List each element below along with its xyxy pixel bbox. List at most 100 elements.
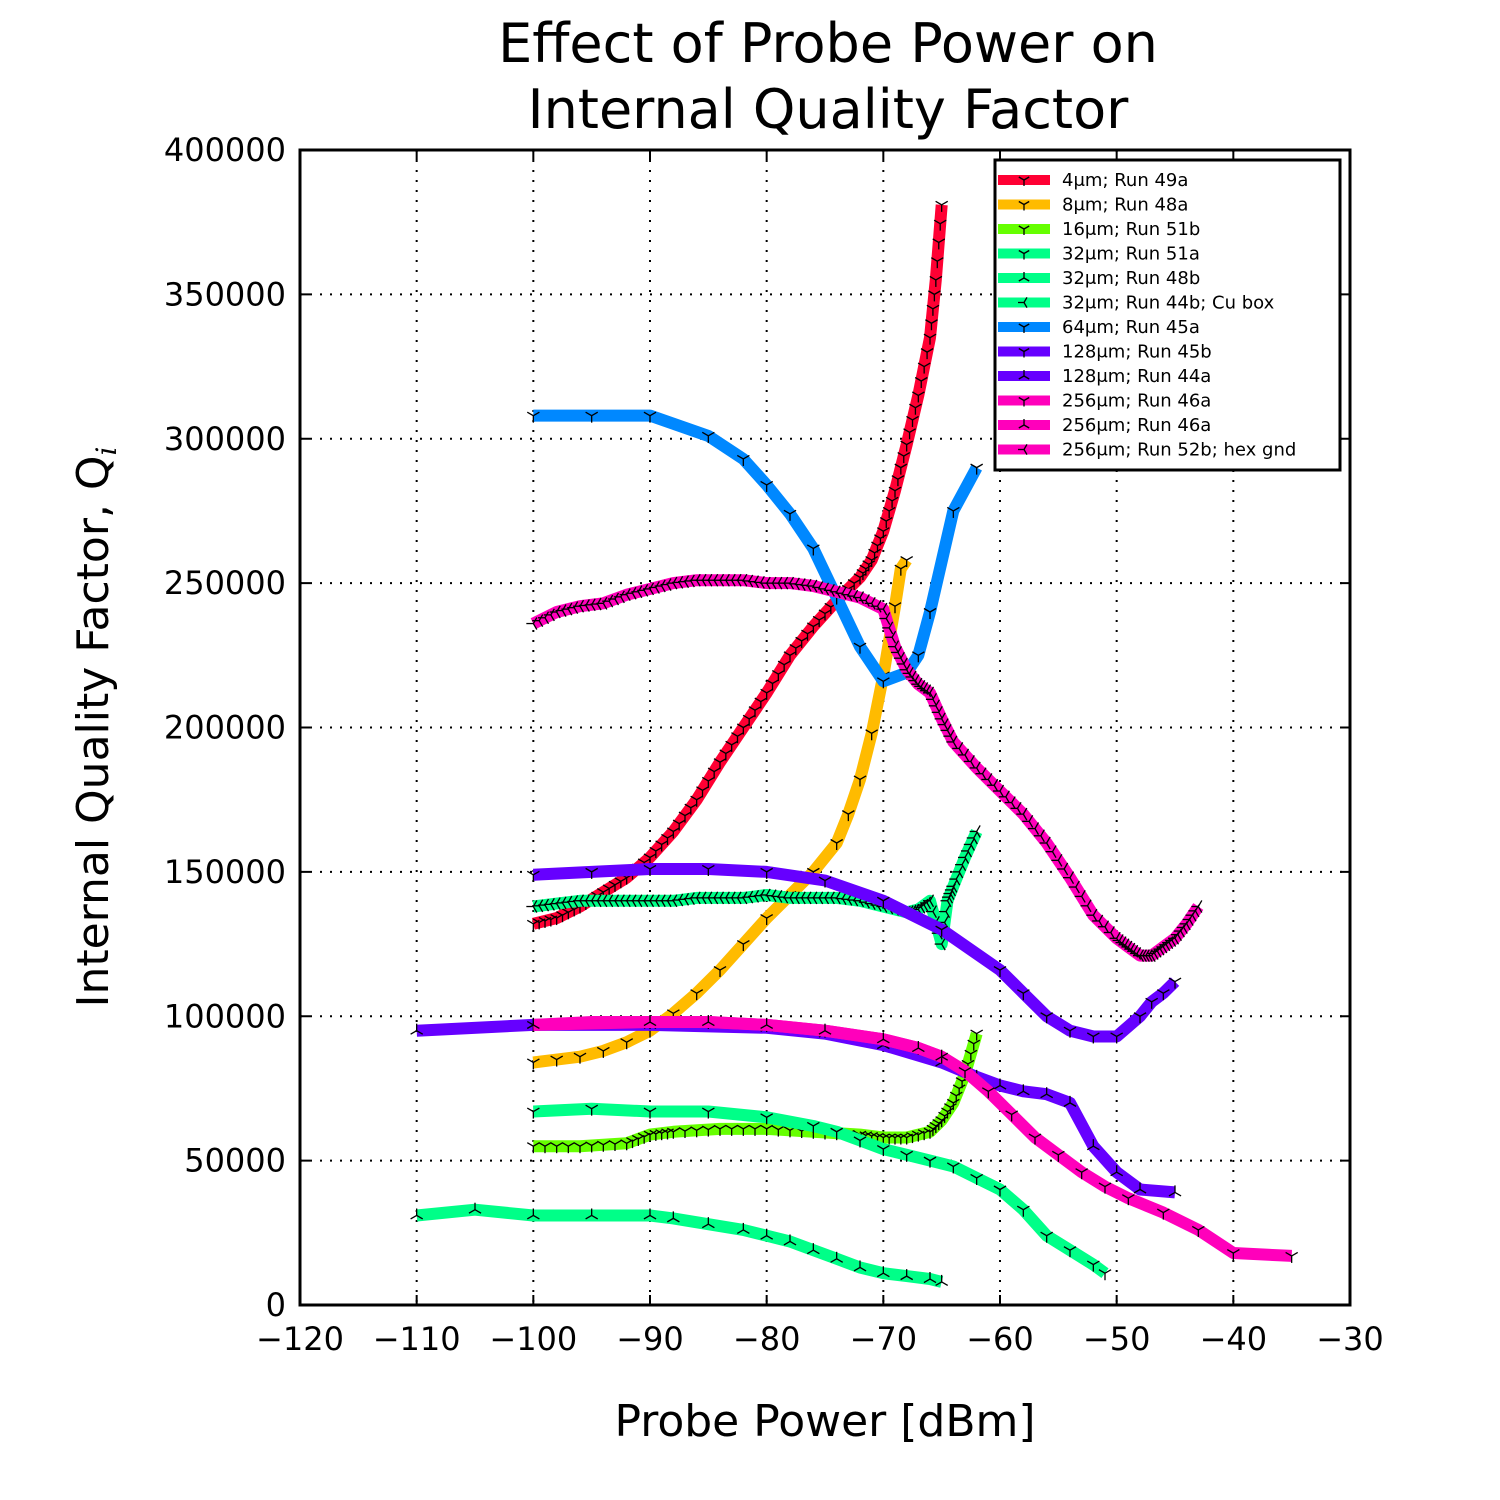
data-point-marker bbox=[468, 1202, 482, 1214]
data-point-marker bbox=[923, 1156, 937, 1168]
data-point-marker bbox=[789, 644, 803, 656]
series-group bbox=[410, 1202, 949, 1288]
data-point-marker bbox=[701, 1217, 715, 1229]
data-point-marker bbox=[585, 1141, 599, 1153]
data-point-marker bbox=[701, 891, 713, 905]
legend-label: 16μm; Run 51b bbox=[1062, 219, 1200, 240]
data-point-marker bbox=[923, 686, 935, 700]
data-point-marker bbox=[911, 1130, 925, 1142]
data-point-marker bbox=[707, 767, 721, 779]
data-point-marker bbox=[1191, 900, 1203, 913]
legend-label: 32μm; Run 48b bbox=[1062, 268, 1200, 289]
data-point-marker bbox=[1162, 936, 1174, 950]
data-point-marker bbox=[853, 775, 867, 787]
data-point-marker bbox=[1110, 1165, 1124, 1177]
series-group bbox=[526, 409, 984, 689]
data-point-marker bbox=[643, 1208, 657, 1220]
data-point-marker bbox=[934, 937, 946, 951]
data-point-marker bbox=[935, 200, 949, 212]
data-point-marker bbox=[1063, 1246, 1077, 1258]
data-point-marker bbox=[701, 1107, 715, 1119]
data-point-marker bbox=[923, 1272, 937, 1284]
data-point-marker bbox=[970, 1173, 984, 1185]
data-point-marker bbox=[1005, 1110, 1019, 1122]
data-point-marker bbox=[1040, 1231, 1054, 1243]
data-point-marker bbox=[920, 684, 932, 698]
data-point-marker bbox=[526, 1107, 540, 1119]
y-tick-label: 250000 bbox=[164, 564, 286, 602]
data-point-marker bbox=[585, 867, 599, 879]
data-point-marker bbox=[928, 699, 940, 713]
data-point-marker bbox=[736, 723, 750, 735]
data-point-marker bbox=[830, 1127, 844, 1139]
data-point-marker bbox=[1130, 947, 1142, 960]
data-point-marker bbox=[1098, 1269, 1112, 1281]
data-point-marker bbox=[891, 475, 905, 487]
data-point-marker bbox=[1165, 934, 1177, 947]
data-point-marker bbox=[643, 864, 657, 876]
data-point-marker bbox=[578, 894, 590, 908]
data-point-marker bbox=[596, 894, 608, 908]
data-point-marker bbox=[911, 677, 923, 691]
legend-marker bbox=[1018, 200, 1030, 211]
data-point-marker bbox=[766, 679, 779, 691]
data-point-marker bbox=[876, 1032, 890, 1044]
data-point-marker bbox=[573, 1142, 587, 1154]
data-point-marker bbox=[993, 965, 1007, 978]
data-point-marker bbox=[876, 896, 890, 908]
data-point-marker bbox=[917, 682, 929, 695]
data-point-marker bbox=[410, 1208, 424, 1220]
data-point-marker bbox=[1150, 944, 1162, 958]
data-point-marker bbox=[596, 1046, 610, 1058]
data-point-marker bbox=[783, 509, 797, 521]
data-point-marker bbox=[993, 784, 1005, 798]
data-point-marker bbox=[760, 688, 774, 700]
data-point-marker bbox=[526, 1208, 540, 1220]
legend-label: 4μm; Run 49a bbox=[1062, 170, 1188, 191]
data-point-marker bbox=[900, 1269, 914, 1281]
data-point-marker bbox=[713, 1124, 727, 1136]
data-point-marker bbox=[648, 894, 660, 908]
data-point-marker bbox=[932, 238, 946, 250]
data-point-marker bbox=[596, 1140, 610, 1152]
data-point-marker bbox=[585, 1104, 599, 1116]
data-point-marker bbox=[725, 1124, 739, 1136]
data-point-marker bbox=[1074, 890, 1086, 903]
data-point-marker bbox=[678, 1126, 692, 1139]
data-point-marker bbox=[736, 1222, 750, 1234]
data-point-marker bbox=[946, 1162, 960, 1174]
data-point-marker bbox=[1156, 1208, 1170, 1220]
data-point-marker bbox=[925, 319, 938, 331]
data-point-marker bbox=[690, 1126, 704, 1138]
data-point-marker bbox=[952, 742, 964, 755]
data-point-marker bbox=[1168, 977, 1182, 989]
data-point-marker bbox=[771, 1125, 785, 1137]
data-point-marker bbox=[927, 290, 941, 302]
data-point-marker bbox=[1226, 1248, 1240, 1261]
y-tick-label: 300000 bbox=[164, 420, 286, 458]
data-point-marker bbox=[1063, 1095, 1077, 1107]
legend-marker bbox=[1018, 323, 1030, 333]
data-point-marker bbox=[410, 1023, 424, 1035]
axis-ticks: −120 −110 −100 −90 −80 −70 −60 −50 −40 −30 0 50000 1… bbox=[164, 131, 1384, 1358]
series-line bbox=[533, 1016, 944, 1063]
data-point-marker bbox=[760, 1017, 774, 1029]
data-point-marker bbox=[1028, 1133, 1042, 1145]
data-point-marker bbox=[777, 660, 791, 672]
data-point-marker bbox=[666, 1211, 680, 1223]
data-point-marker bbox=[818, 876, 832, 888]
data-point-marker bbox=[544, 915, 558, 927]
legend-label: 32μm; Run 44b; Cu box bbox=[1062, 293, 1275, 314]
data-point-marker bbox=[1147, 947, 1159, 960]
data-point-marker bbox=[903, 428, 916, 440]
data-point-marker bbox=[666, 1127, 680, 1139]
data-point-marker bbox=[701, 431, 715, 443]
data-point-marker bbox=[865, 729, 879, 741]
data-point-marker bbox=[1016, 1084, 1030, 1096]
data-point-marker bbox=[736, 1124, 750, 1136]
data-point-marker bbox=[561, 1142, 575, 1154]
legend-marker bbox=[1018, 225, 1030, 235]
data-point-marker bbox=[841, 810, 855, 822]
data-point-marker bbox=[1016, 807, 1028, 821]
